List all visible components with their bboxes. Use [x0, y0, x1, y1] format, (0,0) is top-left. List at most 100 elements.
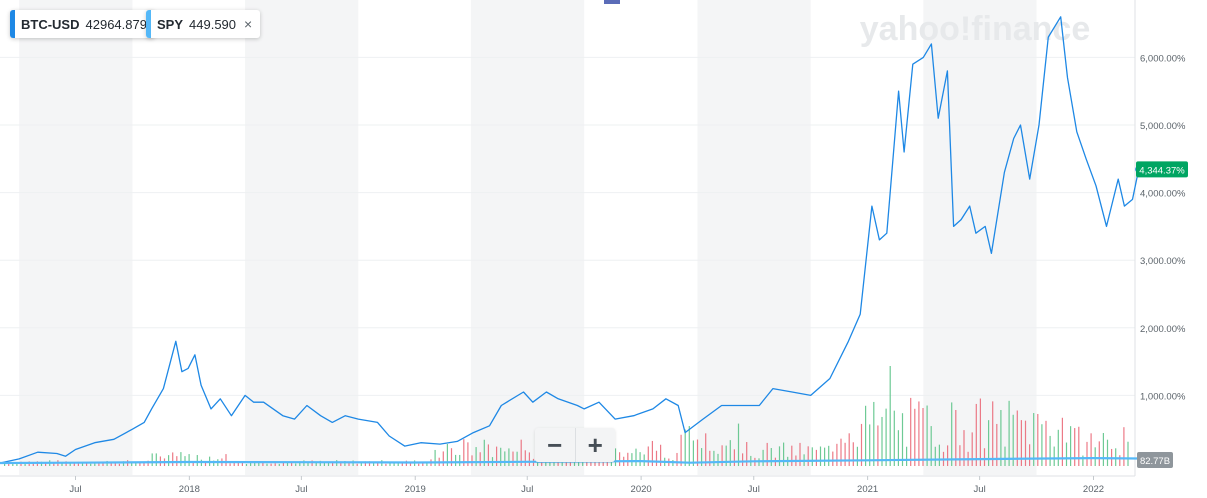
volume-bar — [992, 401, 994, 466]
volume-bar — [975, 403, 977, 466]
volume-bar — [746, 442, 748, 466]
volume-bar — [1123, 427, 1125, 466]
range-marker — [604, 0, 620, 4]
volume-bar — [295, 463, 297, 466]
volume-bar — [520, 439, 522, 466]
volume-bar — [1057, 429, 1059, 466]
volume-bar — [655, 450, 658, 466]
series-color-bar — [10, 10, 15, 38]
volume-bar — [327, 461, 330, 466]
volume-bar — [528, 452, 530, 466]
volume-bar — [475, 447, 477, 466]
volume-bar — [1033, 413, 1035, 466]
volume-bar — [869, 424, 871, 466]
volume-bar — [996, 423, 998, 466]
volume-bar — [241, 462, 243, 466]
volume-bar — [1074, 428, 1076, 466]
volume-bar — [508, 448, 510, 466]
volume-bar — [69, 463, 71, 466]
volume-bar — [434, 449, 436, 466]
volume-bar — [139, 462, 141, 466]
volume-bar — [188, 454, 190, 466]
volume-bar — [204, 461, 207, 466]
volume-bar — [1020, 420, 1022, 466]
volume-bar — [471, 455, 473, 466]
volume-bar — [254, 462, 256, 466]
volume-bar — [45, 463, 47, 466]
volume-bar — [733, 449, 735, 466]
volume-bar — [282, 462, 284, 466]
volume-bar — [688, 426, 690, 466]
volume-bar — [1127, 441, 1129, 466]
volume-bar — [487, 444, 489, 466]
volume-bar — [1000, 410, 1002, 466]
y-tick-label: 3,000.00% — [1140, 256, 1186, 267]
volume-bar — [98, 462, 100, 466]
volume-bar — [844, 442, 846, 466]
volume-bar — [483, 439, 485, 466]
volume-bar — [24, 462, 26, 466]
volume-bar — [684, 429, 686, 466]
volume-bar — [1041, 424, 1043, 466]
x-tick-label: Jul — [521, 484, 533, 495]
volume-bar — [360, 462, 362, 466]
volume-bar — [717, 453, 719, 466]
volume-bar — [356, 463, 358, 466]
volume-bar — [766, 442, 768, 466]
volume-bar — [168, 455, 170, 466]
volume-label: 82.77B — [1140, 456, 1170, 467]
volume-bar — [102, 461, 104, 466]
volume-bar — [988, 420, 990, 466]
x-tick-label: Jul — [974, 484, 986, 495]
volume-bar — [951, 402, 953, 466]
volume-bar — [938, 444, 940, 466]
volume-bar — [737, 423, 740, 466]
legend-symbol: BTC-USD — [21, 16, 80, 32]
volume-bar — [1102, 432, 1104, 466]
volume-badge — [1137, 452, 1173, 468]
zoom-in-button[interactable]: + — [574, 428, 616, 462]
y-tick-label: 4,000.00% — [1140, 189, 1186, 200]
volume-bar — [450, 448, 453, 466]
close-icon[interactable]: × — [244, 16, 253, 32]
volume-bar — [897, 430, 899, 466]
volume-bar — [377, 462, 379, 466]
volume-bar — [16, 463, 18, 466]
volume-bar — [86, 462, 88, 466]
volume-bar — [73, 462, 75, 466]
volume-bar — [225, 454, 227, 466]
volume-bar — [901, 413, 904, 466]
volume-bar — [1004, 446, 1006, 466]
volume-bar — [725, 445, 727, 466]
volume-bar — [114, 462, 116, 466]
volume-bar — [1078, 426, 1080, 466]
volume-bar — [852, 442, 854, 466]
legend-chip-btc[interactable]: BTC-USD 42964.879 — [10, 10, 155, 38]
volume-bar — [815, 449, 817, 466]
volume-bar — [1086, 441, 1088, 466]
volume-bar — [1045, 420, 1047, 466]
volume-bar — [660, 444, 662, 466]
volume-bar — [1029, 444, 1031, 466]
volume-bar — [348, 461, 350, 466]
legend-chip-spy[interactable]: SPY 449.590 × — [146, 10, 261, 38]
zoom-out-button[interactable]: − — [547, 429, 563, 460]
volume-bar — [245, 463, 248, 466]
volume-bar — [783, 442, 785, 466]
x-tick-label: Jul — [69, 484, 81, 495]
volume-bar — [213, 460, 215, 466]
volume-bar — [12, 462, 14, 466]
volume-bar — [1094, 447, 1096, 466]
volume-bar — [881, 416, 883, 466]
volume-bar — [110, 463, 112, 466]
volume-bar — [151, 453, 153, 466]
volume-bar — [192, 461, 194, 466]
volume-bar — [893, 410, 895, 466]
volume-bar — [647, 446, 649, 466]
volume-bar — [885, 408, 887, 466]
volume-bar — [94, 463, 96, 466]
y-tick-label: 2,000.00% — [1140, 324, 1186, 335]
volume-bar — [32, 462, 34, 466]
volume-bar — [832, 451, 834, 466]
